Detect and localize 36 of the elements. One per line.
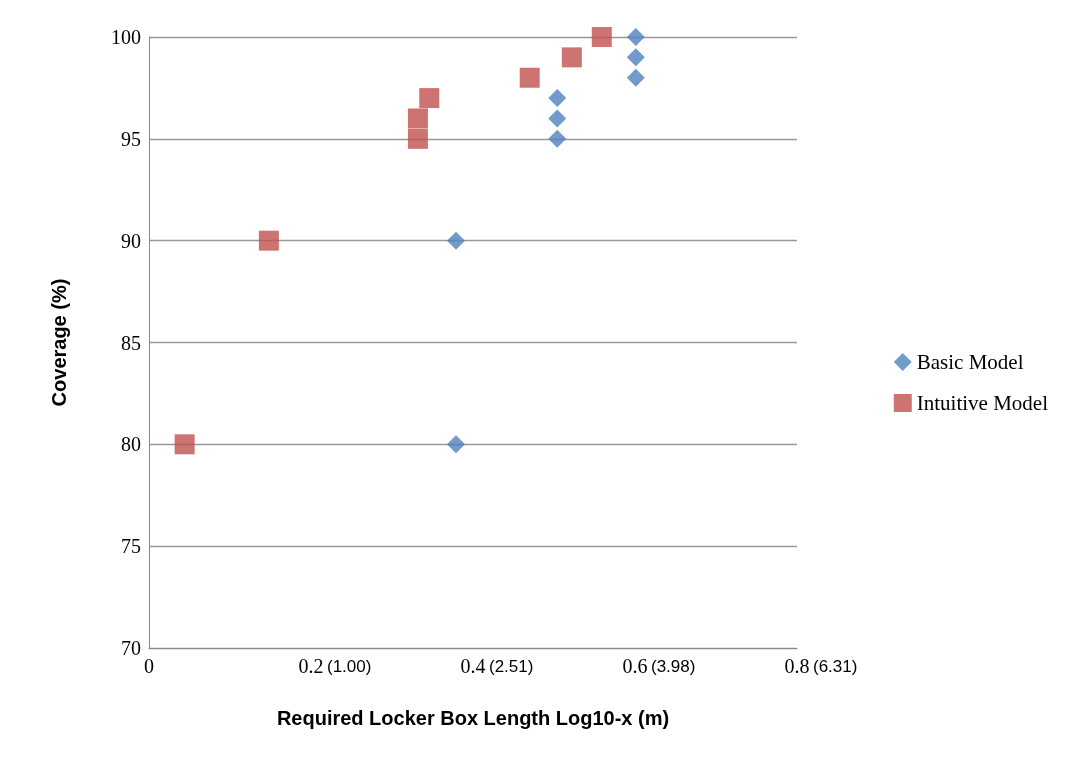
point [407,108,428,129]
x-tick-label: 0.8 [784,655,810,677]
text: (3.98) [651,657,696,676]
y-tick-label: 75 [121,535,141,558]
y-tick-label: 95 [121,127,141,150]
y-tick-label: 90 [121,229,141,252]
point [561,47,582,68]
text: (6.31) [813,657,858,676]
y-tick-label: 70 [121,637,141,659]
point [446,435,465,454]
y-tick-label: 80 [121,433,141,456]
point [407,128,428,149]
point [548,89,567,108]
x-tick-label: 0.4 [460,655,486,677]
point [626,48,645,67]
x-tick-label: 0.6 [622,655,648,677]
point [548,129,567,148]
y-axis-title: Coverage (%) [48,278,70,407]
point [419,88,440,109]
x-tick-label: 0 [144,655,154,677]
point [519,67,540,88]
point [548,109,567,128]
x-axis-title: Required Locker Box Length Log10-x (m) [276,707,670,729]
y-tick-label: 100 [111,26,141,48]
text: (2.51) [489,657,534,676]
point [626,28,645,46]
point [446,231,465,250]
text: (1.00) [327,657,372,676]
x-tick-label: 0.2 [298,655,324,677]
legend-label: Basic Model [916,350,1024,374]
point [174,434,195,455]
point [258,230,279,251]
point [626,68,645,87]
legend-label: Intuitive Model [916,391,1049,415]
point [591,27,612,47]
y-tick-label: 85 [121,331,141,354]
